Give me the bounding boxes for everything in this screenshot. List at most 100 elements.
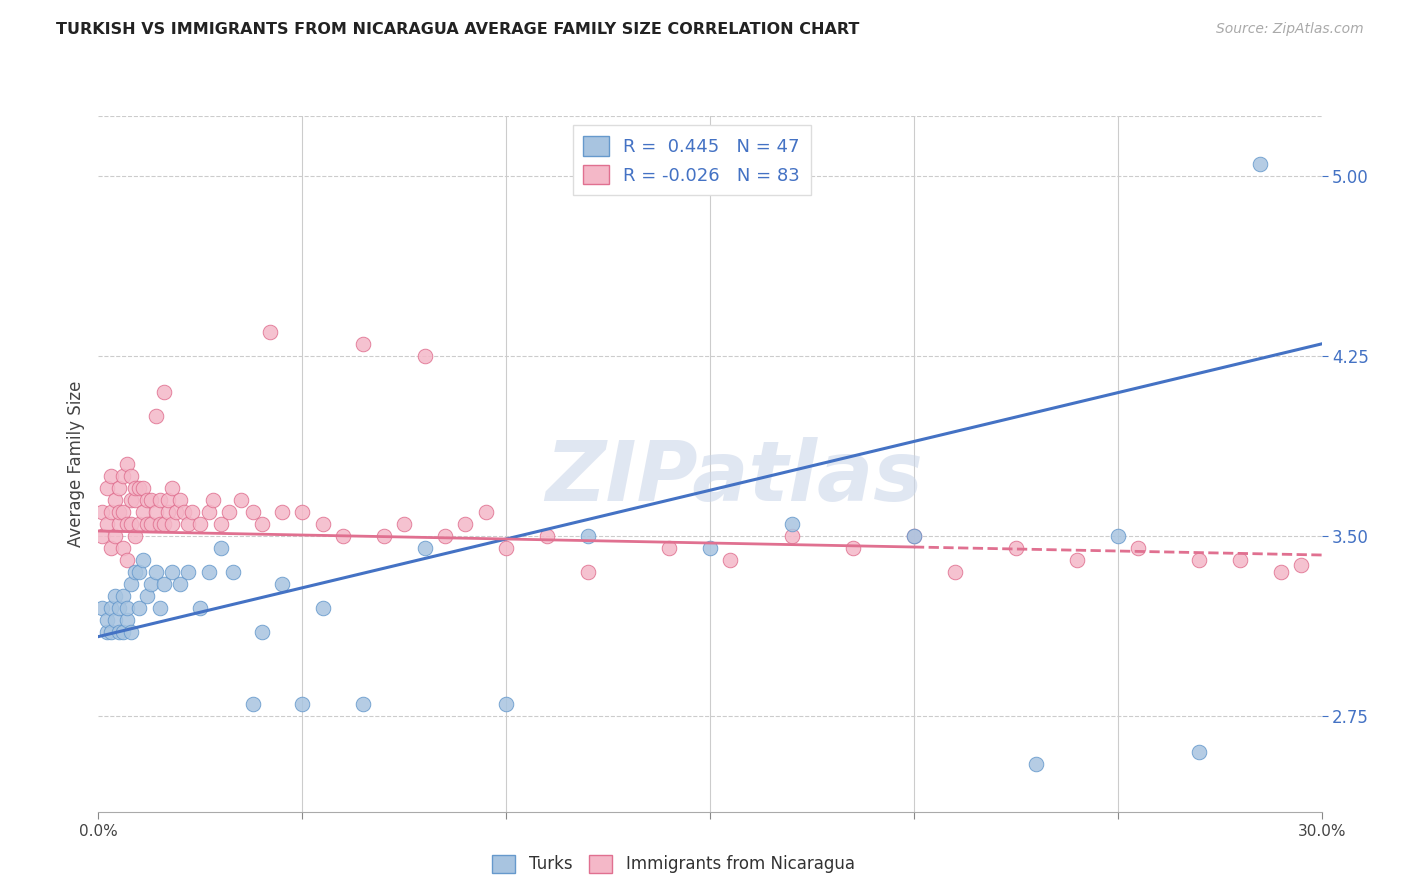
Point: [169, 492, 191, 507]
Point: [115, 600, 138, 615]
Point: [136, 492, 159, 507]
Point: [1128, 541, 1150, 555]
Point: [434, 529, 457, 543]
Point: [841, 541, 863, 555]
Point: [1188, 553, 1211, 567]
Point: [658, 541, 681, 555]
Point: [152, 576, 174, 591]
Point: [332, 529, 354, 543]
Point: [169, 576, 191, 591]
Legend: Turks, Immigrants from Nicaragua: Turks, Immigrants from Nicaragua: [485, 848, 862, 880]
Point: [197, 505, 219, 519]
Point: [132, 505, 155, 519]
Point: [352, 697, 374, 711]
Point: [780, 516, 803, 531]
Point: [903, 529, 925, 543]
Point: [312, 600, 335, 615]
Point: [250, 624, 273, 639]
Point: [96, 516, 118, 531]
Point: [156, 505, 179, 519]
Point: [124, 481, 146, 495]
Point: [128, 481, 150, 495]
Point: [1291, 558, 1313, 572]
Point: [181, 505, 204, 519]
Point: [100, 505, 122, 519]
Point: [536, 529, 558, 543]
Point: [128, 600, 150, 615]
Point: [1188, 745, 1211, 759]
Point: [373, 529, 395, 543]
Point: [413, 349, 436, 363]
Point: [104, 589, 127, 603]
Point: [111, 624, 134, 639]
Point: [120, 492, 142, 507]
Point: [111, 541, 134, 555]
Point: [91, 529, 114, 543]
Point: [115, 457, 138, 471]
Point: [699, 541, 721, 555]
Point: [91, 505, 114, 519]
Point: [136, 516, 159, 531]
Point: [291, 697, 314, 711]
Point: [576, 529, 599, 543]
Point: [108, 516, 131, 531]
Point: [718, 553, 742, 567]
Point: [149, 516, 172, 531]
Point: [177, 565, 200, 579]
Y-axis label: Average Family Size: Average Family Size: [66, 381, 84, 547]
Point: [120, 516, 142, 531]
Point: [136, 589, 159, 603]
Point: [1004, 541, 1026, 555]
Point: [104, 492, 127, 507]
Point: [1229, 553, 1251, 567]
Point: [141, 492, 163, 507]
Point: [201, 492, 224, 507]
Point: [1249, 157, 1271, 171]
Point: [242, 697, 264, 711]
Point: [145, 505, 167, 519]
Point: [149, 600, 172, 615]
Point: [152, 516, 174, 531]
Point: [141, 576, 163, 591]
Point: [291, 505, 314, 519]
Point: [352, 337, 374, 351]
Point: [231, 492, 253, 507]
Point: [124, 529, 146, 543]
Point: [100, 600, 122, 615]
Point: [132, 553, 155, 567]
Point: [413, 541, 436, 555]
Point: [156, 492, 179, 507]
Point: [160, 565, 183, 579]
Point: [222, 565, 245, 579]
Point: [115, 613, 138, 627]
Point: [160, 516, 183, 531]
Point: [312, 516, 335, 531]
Text: Source: ZipAtlas.com: Source: ZipAtlas.com: [1216, 22, 1364, 37]
Point: [173, 505, 195, 519]
Point: [454, 516, 477, 531]
Point: [111, 505, 134, 519]
Point: [124, 492, 146, 507]
Point: [149, 492, 172, 507]
Point: [120, 468, 142, 483]
Point: [145, 565, 167, 579]
Point: [270, 505, 294, 519]
Point: [1025, 756, 1047, 771]
Point: [188, 600, 212, 615]
Point: [120, 624, 142, 639]
Point: [152, 384, 174, 399]
Point: [188, 516, 212, 531]
Point: [115, 516, 138, 531]
Point: [145, 409, 167, 423]
Point: [91, 600, 114, 615]
Point: [100, 468, 122, 483]
Point: [128, 565, 150, 579]
Point: [250, 516, 273, 531]
Point: [132, 481, 155, 495]
Point: [903, 529, 925, 543]
Point: [108, 624, 131, 639]
Text: ZIPatlas: ZIPatlas: [546, 437, 924, 518]
Point: [177, 516, 200, 531]
Point: [96, 613, 118, 627]
Point: [780, 529, 803, 543]
